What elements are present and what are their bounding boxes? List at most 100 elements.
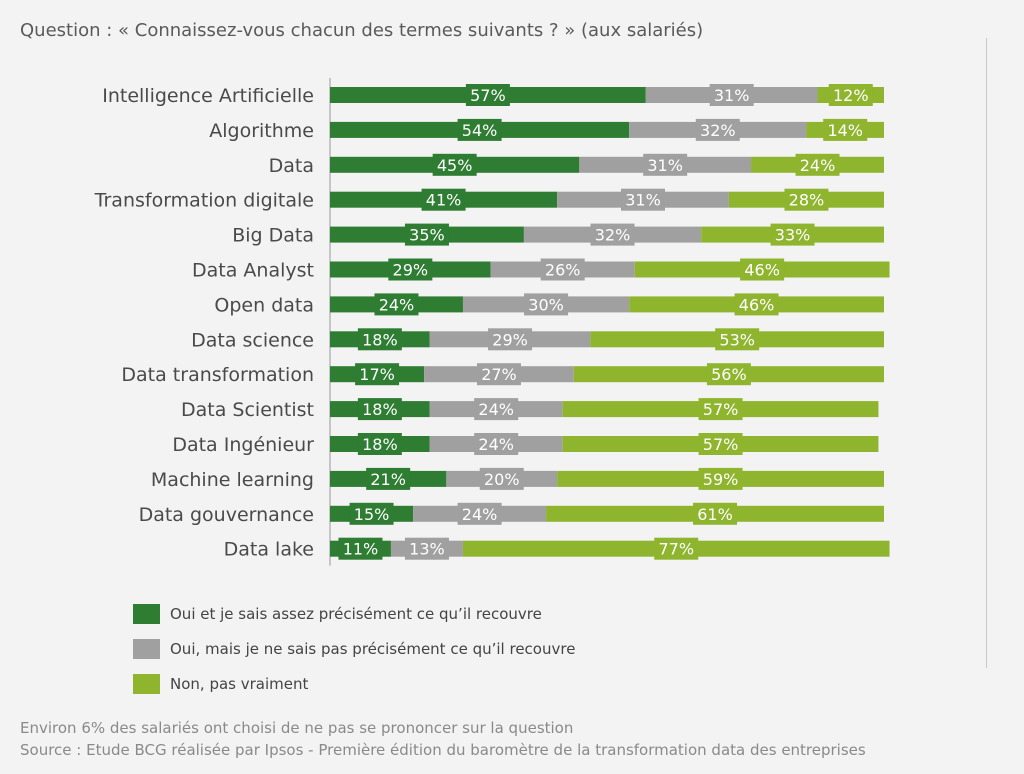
value-label: 14% [827, 121, 863, 140]
value-label: 27% [481, 365, 517, 384]
divider [986, 38, 987, 668]
value-label: 35% [409, 226, 445, 245]
value-label-box [457, 118, 502, 141]
category-label: Data transformation [121, 364, 314, 386]
value-label-box [709, 84, 754, 106]
value-label: 11% [343, 540, 379, 559]
value-label-box [693, 502, 738, 525]
value-label-box [357, 328, 402, 351]
value-label-box [770, 223, 815, 246]
value-label-box [488, 328, 533, 351]
value-label-box [698, 398, 743, 421]
value-label: 15% [354, 505, 390, 524]
legend-item-oui-pas-precis: Oui, mais je ne sais pas précisément ce … [133, 631, 575, 666]
value-label-box [349, 502, 394, 525]
value-label-box [474, 433, 519, 455]
value-label: 41% [426, 191, 462, 210]
value-label: 24% [462, 505, 498, 524]
category-label: Data science [191, 329, 314, 351]
value-label-box [338, 537, 383, 560]
category-label: Data lake [224, 539, 314, 561]
value-label: 31% [714, 86, 750, 105]
category-label: Transformation digitale [94, 190, 314, 212]
value-label-box [465, 84, 510, 106]
value-label-box [404, 537, 449, 560]
value-label-box [590, 223, 635, 246]
value-label: 20% [484, 470, 520, 489]
value-label-box [355, 363, 400, 386]
value-label: 57% [703, 400, 739, 419]
category-label: Data Analyst [192, 260, 314, 282]
value-label: 45% [437, 156, 473, 175]
value-label-box [374, 293, 419, 316]
value-label-box [357, 433, 402, 455]
value-label-box [795, 153, 840, 176]
value-label-box [734, 293, 779, 316]
category-label: Big Data [232, 225, 314, 247]
value-label-box [740, 258, 785, 281]
value-label-box [621, 188, 666, 211]
value-label-box [476, 363, 521, 386]
legend-item-non: Non, pas vraiment [133, 666, 575, 701]
category-label: Data gouvernance [139, 504, 314, 526]
value-label: 17% [359, 365, 395, 384]
footnote: Environ 6% des salariés ont choisi de ne… [20, 719, 574, 737]
value-label-box [828, 84, 873, 106]
value-label: 31% [625, 191, 661, 210]
chart-title: Question : « Connaissez-vous chacun des … [20, 20, 704, 41]
value-label-box [715, 328, 760, 351]
value-label: 31% [647, 156, 683, 175]
value-label-box [404, 223, 449, 246]
value-label-box [421, 188, 466, 211]
legend-swatch [133, 673, 160, 694]
legend-swatch [133, 603, 160, 624]
value-label: 46% [744, 261, 780, 280]
legend-label: Oui, mais je ne sais pas précisément ce … [170, 639, 576, 658]
value-label: 56% [711, 365, 747, 384]
category-label: Machine learning [151, 469, 314, 491]
value-label: 29% [492, 330, 528, 349]
category-label: Open data [214, 294, 314, 316]
value-label-box [357, 398, 402, 421]
value-label-box [698, 467, 743, 490]
legend-item-oui-precis: Oui et je sais assez précisément ce qu’i… [133, 596, 575, 631]
value-label: 12% [833, 86, 869, 105]
value-label-box [388, 258, 433, 281]
value-label-box [524, 293, 569, 316]
value-label: 18% [362, 400, 398, 419]
value-label: 46% [739, 295, 775, 314]
legend-label: Non, pas vraiment [170, 674, 309, 693]
value-label: 24% [478, 400, 514, 419]
value-label: 61% [697, 505, 733, 524]
value-label: 18% [362, 330, 398, 349]
legend-label: Oui et je sais assez précisément ce qu’i… [170, 604, 542, 623]
value-label: 53% [719, 330, 755, 349]
value-label-box [695, 118, 740, 141]
value-label: 29% [393, 261, 429, 280]
value-label: 24% [800, 156, 836, 175]
value-label: 24% [478, 435, 514, 454]
category-label: Algorithme [209, 120, 314, 142]
value-label-box [457, 502, 502, 525]
stacked-bar-chart: Intelligence Artificielle 57% 31% 12% Algori… [94, 78, 890, 566]
category-label: Data Ingénieur [172, 434, 314, 456]
value-label: 57% [470, 86, 506, 105]
value-label: 24% [379, 295, 415, 314]
value-label: 33% [775, 226, 811, 245]
value-label: 26% [545, 261, 581, 280]
value-label-box [654, 537, 699, 560]
value-label: 32% [700, 121, 736, 140]
value-label: 57% [703, 435, 739, 454]
value-label-box [784, 188, 829, 211]
legend-swatch [133, 638, 160, 659]
category-label: Data [269, 155, 314, 177]
value-label: 30% [528, 295, 564, 314]
value-label-box [540, 258, 585, 281]
value-label-box [643, 153, 688, 176]
legend: Oui et je sais assez précisément ce qu’i… [133, 596, 575, 701]
category-label: Data Scientist [181, 399, 314, 421]
value-label: 59% [703, 470, 739, 489]
value-label: 18% [362, 435, 398, 454]
value-label-box [706, 363, 751, 386]
value-label-box [474, 398, 519, 421]
